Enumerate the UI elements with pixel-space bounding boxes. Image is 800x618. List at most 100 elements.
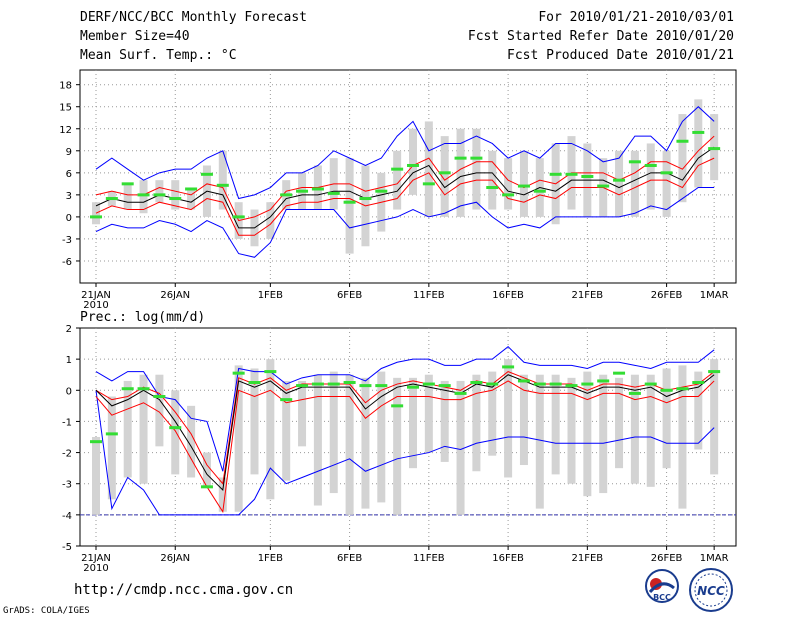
temp-quartile-high [95,135,715,222]
precip-observed-mark [565,384,578,388]
temp-xtick-label: 2010 [83,300,108,311]
temp-observed-mark [517,184,530,188]
precip-envelope-high [95,346,715,472]
precip-box [313,374,322,506]
precip-observed-mark [375,384,388,388]
precip-panel-label: Prec.: log(mm/d) [80,310,206,325]
precip-observed-mark [343,381,356,384]
precip-observed-mark [248,381,261,384]
precip-box [123,380,132,478]
source-url[interactable]: http://cmdp.ncc.cma.gov.cn [74,582,294,598]
temp-box [155,180,164,203]
precip-box [234,365,243,512]
precip-box [377,371,386,503]
temp-observed-mark [105,197,118,201]
temp-observed-mark [613,178,626,182]
temp-observed-mark [692,130,705,134]
forecast-produced-date: Fcst Produced Date 2010/01/21 [507,48,734,63]
precip-ytick-label: 1 [66,355,72,366]
temp-observed-mark [391,167,404,171]
bcc-logo: BCC [645,569,679,603]
grads-credit: GrADS: COLA/IGES [3,606,90,616]
temp-ensemble-mean [95,146,715,229]
temp-observed-mark [628,160,641,164]
precip-observed-mark [660,388,673,392]
temp-observed-mark [407,163,419,167]
precip-box [345,374,354,515]
temp-observed-mark [676,139,689,143]
temp-observed-mark [200,172,213,176]
precip-observed-mark [644,382,657,386]
temp-box [678,114,687,203]
precip-xtick-label: 2010 [83,563,108,574]
precip-box [662,368,671,469]
precip-observed-mark [581,382,594,386]
precip-observed-mark [232,371,245,375]
precip-box [107,396,116,500]
precip-box [456,380,465,515]
chart-title: DERF/NCC/BCC Monthly Forecast [80,10,307,25]
precip-box [694,371,703,450]
precip-xtick-label: 21JAN [81,553,111,564]
temp-observed-mark [660,171,673,175]
precip-xtick-label: 26FEB [651,553,683,564]
precip-observed-mark [628,391,641,395]
precip-ensemble-mean [95,374,715,491]
precip-observed-mark [708,370,721,374]
temp-observed-mark [470,156,483,160]
precip-observed-mark [533,382,546,386]
precip-observed-mark [613,371,626,375]
precip-observed-mark [597,379,610,383]
precip-observed-mark [359,384,372,388]
precip-box [519,374,528,466]
temp-xtick-label: 11FEB [413,290,445,301]
precip-ytick-label: 0 [66,386,72,397]
temp-observed-mark [90,215,102,219]
temp-box [504,158,513,210]
precip-ytick-label: -1 [62,417,72,428]
temp-box [646,143,655,210]
temp-observed-mark [216,183,229,187]
temp-quartile-low [95,157,715,236]
member-size: Member Size=40 [80,29,190,44]
temp-box [218,150,227,210]
precip-box [599,374,608,494]
precip-observed-mark [517,379,530,383]
precip-xtick-label: 1FEB [258,553,283,564]
temp-observed-mark [327,191,340,195]
temp-observed-mark [438,171,451,175]
temp-observed-mark [153,193,166,197]
temp-observed-mark [375,189,388,193]
precip-observed-mark [296,384,309,388]
precip-ytick-label: -5 [62,542,72,553]
temp-box [472,128,481,210]
temp-observed-mark [422,182,435,186]
precip-box [329,371,338,494]
precip-box [409,377,417,469]
precip-box [266,359,275,500]
temp-xtick-label: 21FEB [572,290,604,301]
temp-observed-mark [232,215,245,219]
precip-box [535,374,544,509]
temp-box [630,150,639,217]
temp-box [171,180,180,210]
temp-observed-mark [296,189,309,193]
temp-xtick-label: 21JAN [81,290,111,301]
temp-observed-mark [581,175,594,178]
precip-observed-mark [676,387,689,391]
precip-ytick-label: 2 [66,324,72,335]
precip-observed-mark [105,432,118,436]
temp-observed-mark [311,187,324,191]
temp-box [345,158,354,254]
precip-observed-mark [438,384,451,388]
precip-box [139,374,148,484]
precip-ytick-label: -2 [62,449,72,460]
temp-ytick-label: 6 [66,169,72,180]
temp-ytick-label: -6 [62,257,72,268]
precip-box [393,377,402,515]
precip-observed-mark [327,382,340,386]
temp-observed-mark [533,189,546,193]
precip-observed-mark [549,382,562,386]
temp-box [187,187,196,210]
